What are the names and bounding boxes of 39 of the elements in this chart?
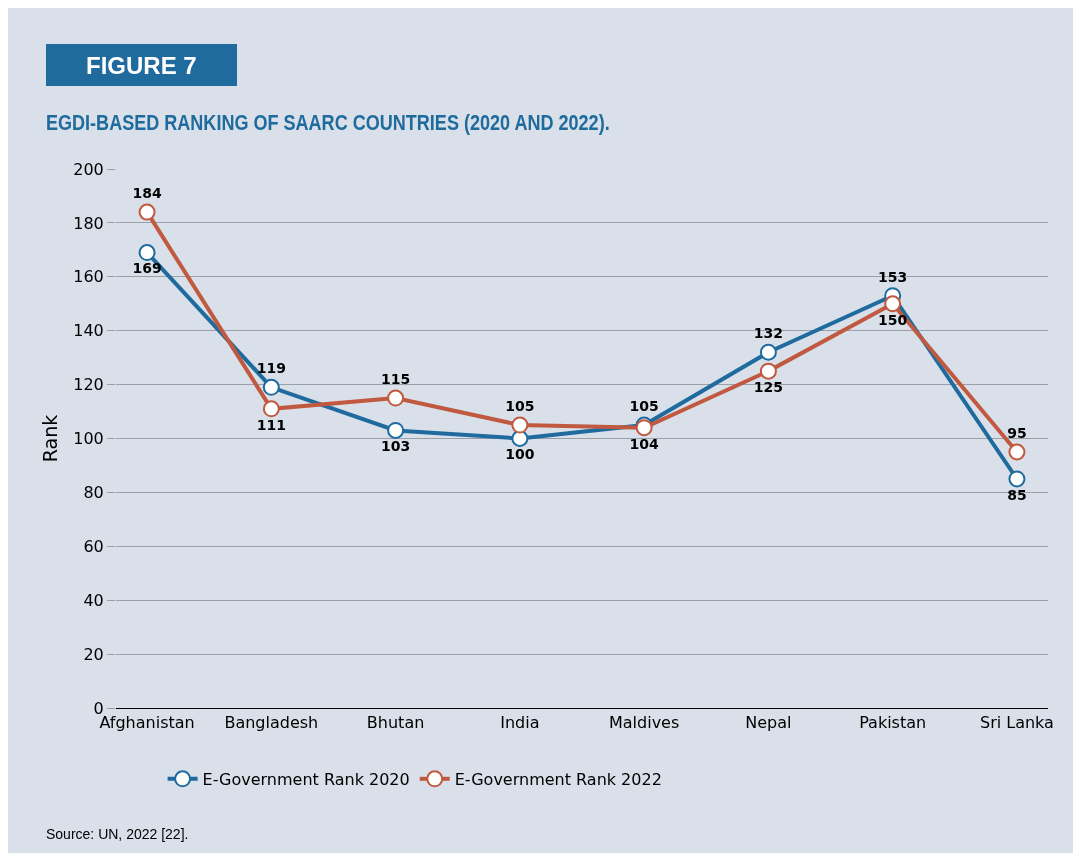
data-label: 103 <box>380 438 411 455</box>
caption: FIGURE 7 <box>46 44 237 86</box>
data-label: 132 <box>753 325 784 342</box>
y-tick-label: 140 <box>73 321 104 341</box>
data-label: 125 <box>753 379 784 396</box>
data-label: 169 <box>132 260 162 277</box>
source-note: Source: UN, 2022 [22]. <box>46 826 189 842</box>
data-label: 115 <box>380 371 411 388</box>
x-tick-label: Maldives <box>608 713 680 733</box>
y-tick-label: 200 <box>73 159 104 179</box>
data-label: 85 <box>1007 486 1027 503</box>
x-tick-label: Bangladesh <box>224 713 319 733</box>
y-tick-label: 20 <box>83 644 104 664</box>
y-tick-label: 180 <box>73 213 104 233</box>
data-label: 105 <box>629 398 659 415</box>
x-tick-label: India <box>500 713 540 733</box>
y-tick-label: 100 <box>73 429 104 449</box>
data-label: 111 <box>256 416 286 433</box>
y-axis-title: Rank <box>39 414 62 463</box>
data-label: 153 <box>878 268 908 285</box>
x-tick-label: Bhutan <box>366 713 425 733</box>
data-label: 119 <box>256 360 286 377</box>
y-tick-label: 120 <box>73 375 104 395</box>
x-tick-label: Pakistan <box>859 713 927 733</box>
y-tick-label: 40 <box>83 590 104 610</box>
data-label: 150 <box>878 311 908 328</box>
data-label: 95 <box>1007 425 1027 442</box>
data-label: 104 <box>629 435 659 452</box>
data-label: 100 <box>505 446 535 463</box>
y-tick-label: 160 <box>73 267 104 287</box>
y-tick-label: 80 <box>83 483 104 502</box>
chart-title: EGDI-BASED RANKING OF SAARC COUNTRIES (2020 AND 2022). <box>46 110 610 136</box>
x-tick-label: Nepal <box>745 713 792 733</box>
data-label: 184 <box>132 185 162 202</box>
legend-label: E-Government Rank 2022 <box>454 770 662 790</box>
data-label: 105 <box>505 398 535 415</box>
y-tick-label: 60 <box>83 536 104 556</box>
legend-label: E-Government Rank 2020 <box>202 770 410 790</box>
x-tick-label: Sri Lanka <box>979 713 1054 733</box>
